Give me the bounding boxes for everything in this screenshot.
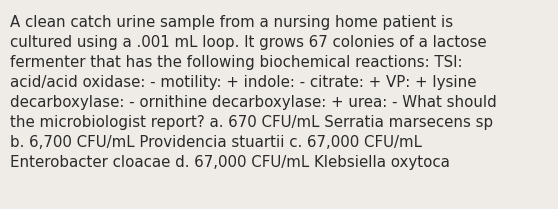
Text: A clean catch urine sample from a nursing home patient is
cultured using a .001 : A clean catch urine sample from a nursin… (10, 15, 497, 170)
